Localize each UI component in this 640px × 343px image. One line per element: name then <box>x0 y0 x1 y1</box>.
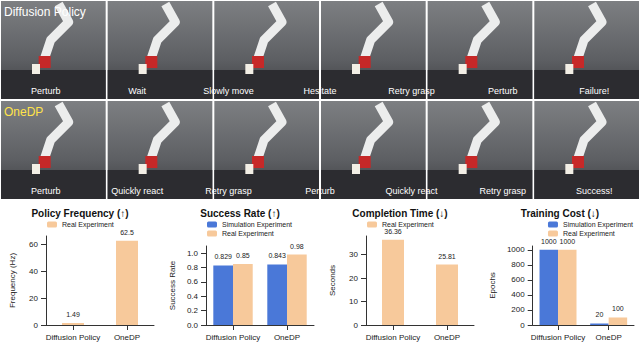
svg-text:Policy Frequency (↑): Policy Frequency (↑) <box>31 208 128 219</box>
svg-text:Perturb: Perturb <box>31 186 61 196</box>
svg-text:0.98: 0.98 <box>290 243 304 250</box>
svg-text:30: 30 <box>349 250 358 259</box>
svg-text:Seconds: Seconds <box>328 265 337 296</box>
svg-text:Real Experiment: Real Experiment <box>222 230 274 238</box>
svg-text:OneDP: OneDP <box>434 333 460 342</box>
svg-text:Quickly react: Quickly react <box>111 186 164 196</box>
svg-text:800: 800 <box>511 260 525 269</box>
svg-text:62.5: 62.5 <box>120 229 134 236</box>
svg-text:Diffusion Policy: Diffusion Policy <box>531 333 586 342</box>
svg-text:0.0: 0.0 <box>187 321 199 330</box>
svg-text:Real Experiment: Real Experiment <box>563 230 615 238</box>
svg-text:40: 40 <box>29 267 38 276</box>
svg-text:1000: 1000 <box>541 238 557 245</box>
svg-text:Diffusion Policy: Diffusion Policy <box>46 333 101 342</box>
svg-text:0: 0 <box>34 321 39 330</box>
svg-text:Success Rate (↑): Success Rate (↑) <box>200 208 279 219</box>
svg-text:OneDP: OneDP <box>274 333 300 342</box>
svg-text:Perturb: Perturb <box>305 186 335 196</box>
svg-text:Slowly move: Slowly move <box>203 86 254 96</box>
svg-text:Diffusion Policy: Diffusion Policy <box>206 333 261 342</box>
svg-text:60: 60 <box>29 240 38 249</box>
svg-text:200: 200 <box>511 305 525 314</box>
svg-text:0.4: 0.4 <box>187 292 199 301</box>
svg-text:OneDP: OneDP <box>596 333 622 342</box>
svg-text:20: 20 <box>29 294 38 303</box>
svg-text:20: 20 <box>349 274 358 283</box>
svg-text:25.81: 25.81 <box>438 253 456 260</box>
svg-text:Training Cost (↓): Training Cost (↓) <box>521 208 599 219</box>
svg-text:Real Experiment: Real Experiment <box>62 221 114 229</box>
svg-text:Diffusion Policy: Diffusion Policy <box>366 333 421 342</box>
svg-text:Simulation Experiment: Simulation Experiment <box>222 221 292 229</box>
svg-text:400: 400 <box>511 290 525 299</box>
svg-text:Diffusion Policy: Diffusion Policy <box>4 5 86 19</box>
svg-text:1000: 1000 <box>559 238 575 245</box>
svg-text:Hesitate: Hesitate <box>303 86 336 96</box>
svg-text:Frequency (Hz): Frequency (Hz) <box>8 253 17 308</box>
svg-text:Epochs: Epochs <box>488 272 497 299</box>
svg-text:1.49: 1.49 <box>66 311 80 318</box>
svg-text:0: 0 <box>520 321 525 330</box>
svg-text:1000: 1000 <box>507 245 525 254</box>
svg-text:Simulation Experiment: Simulation Experiment <box>563 221 633 229</box>
svg-text:Retry grasp: Retry grasp <box>205 186 252 196</box>
svg-text:Success Rate: Success Rate <box>168 260 177 310</box>
svg-text:Completion Time (↓): Completion Time (↓) <box>352 208 447 219</box>
svg-text:Quickly react: Quickly react <box>385 186 438 196</box>
svg-text:Wait: Wait <box>128 86 146 96</box>
svg-text:0.843: 0.843 <box>268 252 286 259</box>
svg-text:Real Experiment: Real Experiment <box>382 221 434 229</box>
svg-text:Retry grasp: Retry grasp <box>388 86 435 96</box>
svg-text:600: 600 <box>511 275 525 284</box>
svg-text:36.36: 36.36 <box>384 228 402 235</box>
svg-text:0.6: 0.6 <box>187 277 199 286</box>
svg-text:1.0: 1.0 <box>187 249 199 258</box>
svg-text:0: 0 <box>354 321 359 330</box>
svg-text:Failure!: Failure! <box>579 86 609 96</box>
svg-text:Success!: Success! <box>576 186 613 196</box>
svg-text:10: 10 <box>349 297 358 306</box>
svg-text:20: 20 <box>596 311 604 318</box>
svg-text:OneDP: OneDP <box>4 105 43 119</box>
svg-text:0.2: 0.2 <box>187 306 199 315</box>
svg-text:0.8: 0.8 <box>187 263 199 272</box>
svg-text:Perturb: Perturb <box>488 86 518 96</box>
svg-text:Perturb: Perturb <box>31 86 61 96</box>
svg-text:0.85: 0.85 <box>236 252 250 259</box>
svg-text:OneDP: OneDP <box>114 333 140 342</box>
svg-text:Retry grasp: Retry grasp <box>480 186 527 196</box>
svg-text:100: 100 <box>612 305 624 312</box>
svg-text:0.829: 0.829 <box>214 253 232 260</box>
